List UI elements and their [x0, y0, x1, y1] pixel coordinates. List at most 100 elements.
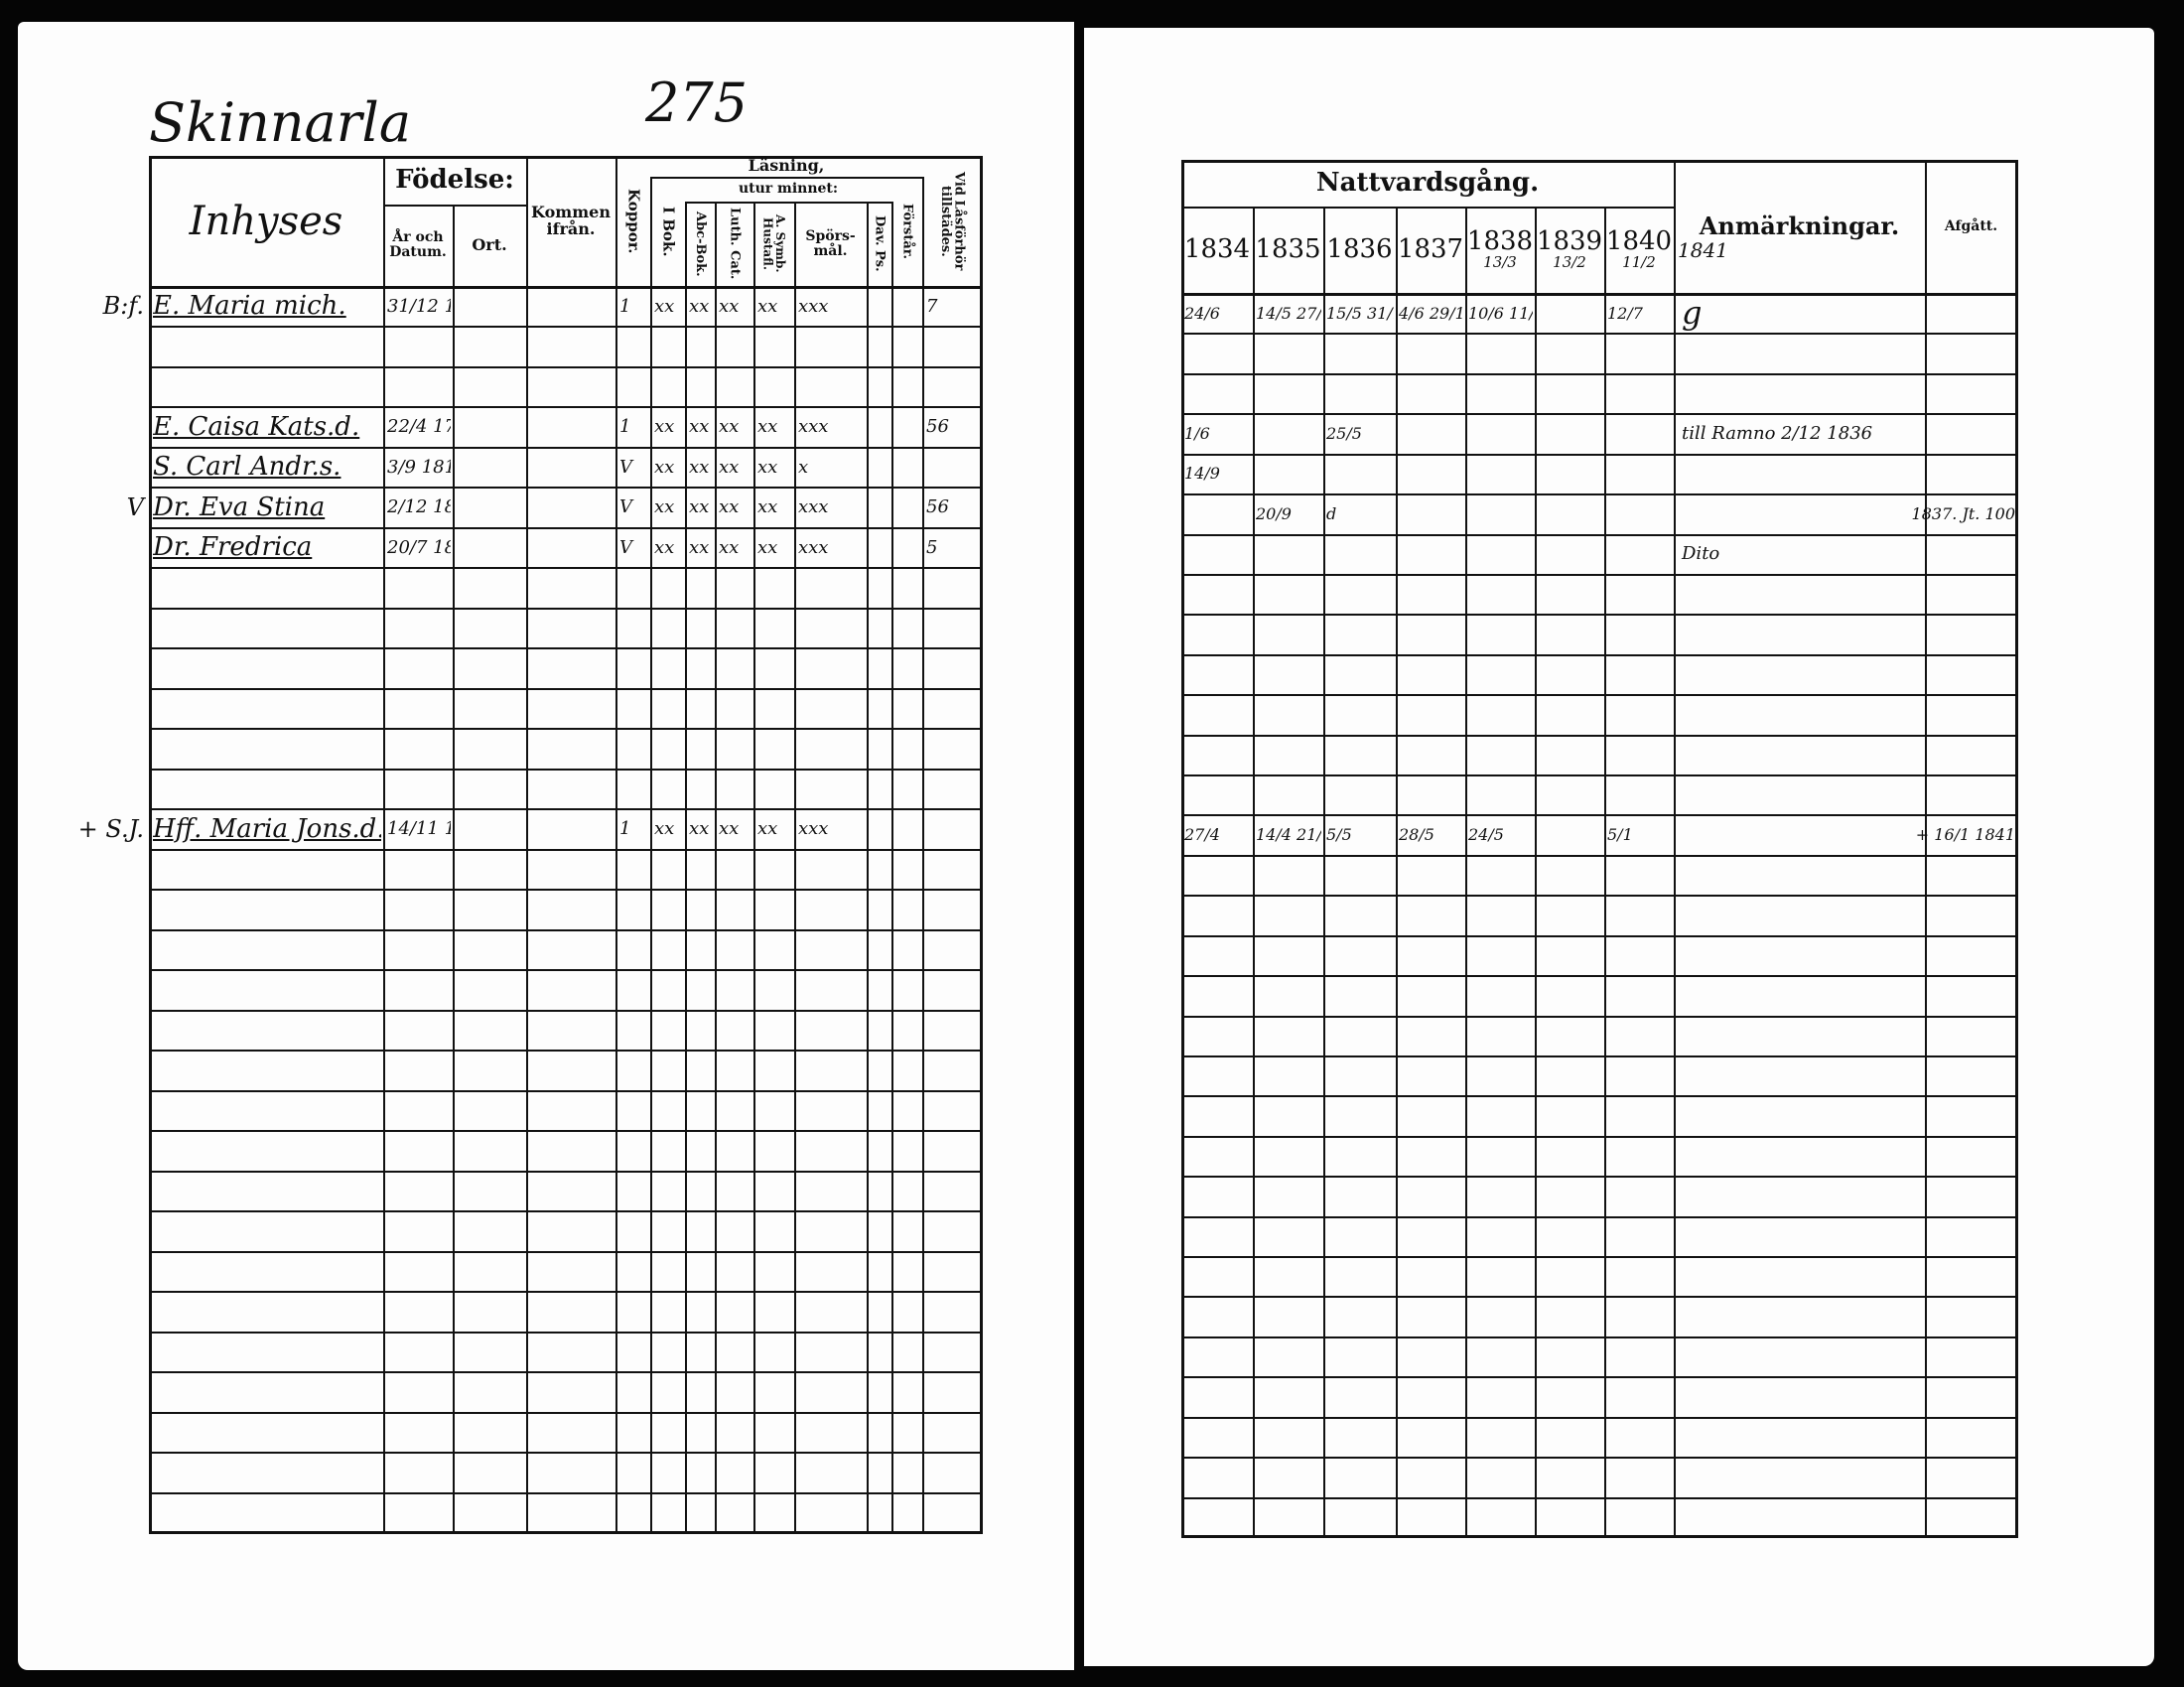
- row-rule: [149, 1412, 983, 1414]
- year-date: 11/2: [1622, 253, 1656, 272]
- column-rule: [794, 202, 796, 1532]
- right-page: [1084, 28, 2154, 1666]
- cell-date: 31/12 1765: [387, 295, 451, 317]
- cell-koppor: 1: [619, 818, 631, 840]
- communion-date: [1399, 493, 1463, 533]
- row-rule: [650, 177, 922, 179]
- row-rule: [149, 1010, 983, 1012]
- cell-hustafl: xx: [757, 536, 778, 558]
- communion-date: [1256, 413, 1321, 453]
- row-rule: [149, 1171, 983, 1173]
- cell-spors: xxx: [798, 295, 829, 317]
- row-rule: [149, 447, 983, 449]
- column-rule: [453, 205, 455, 1532]
- cell-date: 3/9 1815: [387, 456, 451, 478]
- row-rule: [383, 205, 526, 207]
- column-rule: [1396, 207, 1398, 1537]
- column-rule: [1535, 207, 1537, 1537]
- page-number: 275: [645, 71, 749, 134]
- cell-ibok: xx: [654, 456, 675, 478]
- year-label: 1837: [1397, 233, 1464, 264]
- row-rule: [149, 969, 983, 971]
- cell-date: 14/11 1795: [387, 818, 451, 840]
- column-rule: [650, 177, 652, 1532]
- row-rule: [1181, 1055, 2018, 1057]
- communion-date: [1399, 413, 1463, 453]
- row-rule: [149, 366, 983, 368]
- row-rule: [1181, 694, 2018, 696]
- communion-date: 14/4 21/11: [1256, 825, 1321, 845]
- row-rule: [149, 286, 983, 289]
- header-kommen: Kommen ifrån.: [531, 202, 611, 238]
- cell-name: E. Caisa Kats.d.: [153, 411, 360, 442]
- column-rule: [383, 156, 385, 1532]
- row-margin-note: B:f.: [102, 292, 144, 321]
- cell-luth: xx: [719, 416, 740, 438]
- header-abc: Abc-Bok.: [692, 211, 708, 277]
- header-ar-datum: År och Datum.: [389, 229, 447, 260]
- header-year: 1839 13/2: [1535, 207, 1604, 293]
- cell-name: Dr. Eva Stina: [153, 492, 326, 522]
- communion-date: [1326, 454, 1394, 493]
- row-rule: [1181, 1417, 2018, 1419]
- cell-ibok: xx: [654, 536, 675, 558]
- row-rule: [1181, 735, 2018, 737]
- cell-name: S. Carl Andr.s.: [153, 452, 341, 483]
- row-rule: [149, 808, 983, 810]
- header-i-bok: I Bok.: [659, 206, 678, 257]
- header-fodelse: Födelse:: [395, 164, 514, 195]
- row-rule: [1181, 333, 2018, 335]
- communion-date: 28/5: [1399, 825, 1434, 845]
- header-lasning: Läsning,: [748, 156, 825, 176]
- communion-date: [1256, 454, 1321, 493]
- communion-date: [1468, 454, 1533, 493]
- cell-hustafl: xx: [757, 295, 778, 317]
- column-rule: [1465, 207, 1467, 1537]
- row-rule: [149, 487, 983, 489]
- row-rule: [149, 889, 983, 891]
- year-label: 1838: [1466, 225, 1534, 256]
- cell-ibok: xx: [654, 818, 675, 840]
- row-rule: [1181, 454, 2018, 456]
- communion-date: 14/5 27/11: [1256, 303, 1321, 323]
- year-label: 1834: [1183, 233, 1251, 264]
- row-margin-note: + S.J.: [77, 814, 144, 843]
- communion-date: 27/4: [1184, 825, 1220, 845]
- row-rule: [1181, 1457, 2018, 1459]
- row-rule: [149, 326, 983, 328]
- row-rule: [149, 688, 983, 690]
- row-rule: [1181, 493, 2018, 495]
- header-utur-minnet: utur minnet:: [738, 181, 839, 198]
- left-page: [18, 22, 1074, 1670]
- cell-name: Dr. Fredrica: [153, 532, 313, 563]
- communion-date: 15/5 31/10: [1326, 303, 1394, 323]
- cell-afgatt: 1837. Jt. 100: [1911, 503, 2015, 523]
- row-rule: [149, 567, 983, 569]
- cell-date: 22/4 1794: [387, 416, 451, 438]
- communion-date: [1538, 814, 1602, 854]
- cell-ibok: xx: [654, 496, 675, 518]
- communion-date: 4/6 29/10: [1399, 303, 1463, 323]
- row-rule: [149, 769, 983, 771]
- cell-hustafl: xx: [757, 416, 778, 438]
- year-label: 1840: [1605, 225, 1673, 256]
- communion-date: 12/7: [1607, 303, 1643, 323]
- header-nattvardsgang: Nattvardsgång.: [1315, 167, 1540, 198]
- parish-title: Skinnarla: [149, 91, 412, 154]
- row-rule: [149, 728, 983, 730]
- row-rule: [1181, 1016, 2018, 1018]
- header-anm-year: 1841: [1678, 238, 1728, 262]
- row-rule: [1181, 1376, 2018, 1378]
- communion-date: 1/6: [1184, 423, 1210, 443]
- cell-vid: 56: [926, 416, 949, 438]
- cell-hustafl: xx: [757, 818, 778, 840]
- cell-luth: xx: [719, 295, 740, 317]
- header-forstar: Förstår.: [899, 204, 915, 259]
- header-luth: Luth. Cat.: [727, 208, 743, 280]
- communion-date: [1607, 493, 1672, 533]
- year-date: 13/2: [1553, 253, 1586, 272]
- row-rule: [1181, 1216, 2018, 1218]
- cell-hustafl: xx: [757, 456, 778, 478]
- column-rule: [891, 202, 893, 1532]
- header-year: 1840 11/2: [1604, 207, 1674, 293]
